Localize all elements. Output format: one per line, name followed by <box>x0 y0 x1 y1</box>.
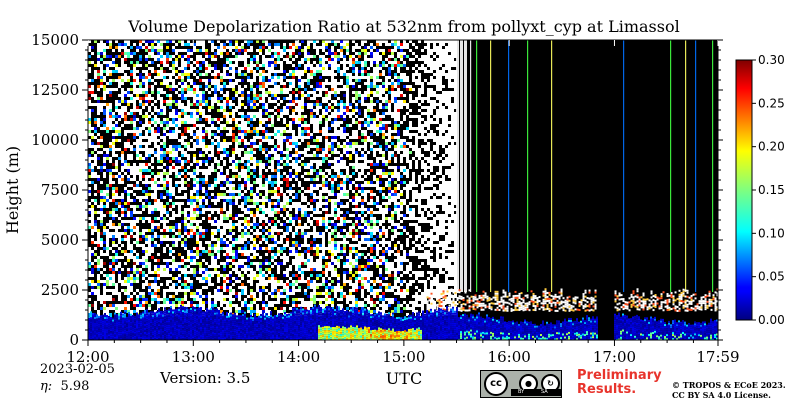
signal-streak <box>695 40 697 292</box>
preliminary-text: Preliminary <box>577 368 662 383</box>
copyright-notice: © TROPOS & ECoE 2023. CC BY SA 4.0 Licen… <box>672 380 786 400</box>
x-tick-label: 17:00 <box>593 348 636 366</box>
x-tick-label: 12:00 <box>66 348 109 366</box>
signal-streak <box>490 40 492 292</box>
signal-streak <box>456 40 459 292</box>
cc-icon: cc <box>484 372 508 396</box>
vertical-streaks <box>456 40 714 292</box>
colorbar-tick-label: 0.10 <box>758 226 785 240</box>
signal-streak <box>623 40 625 292</box>
signal-streak <box>476 40 478 292</box>
preliminary-notice: Preliminary Results. <box>577 369 662 397</box>
x-tick-label: 17:59 <box>696 348 739 366</box>
signal-streak <box>464 40 467 292</box>
y-tick-label: 15000 <box>31 31 79 49</box>
signal-streak <box>460 40 463 292</box>
signal-streak <box>685 40 687 292</box>
colorbar-gradient <box>735 59 753 321</box>
x-tick-label: 16:00 <box>488 348 531 366</box>
y-axis: 0 2500 5000 7500 10000 12500 15000 <box>31 31 723 349</box>
x-tick-label: 15:00 <box>382 348 425 366</box>
plot-area <box>88 40 718 340</box>
copyright-line-2: CC BY SA 4.0 License. <box>672 390 771 400</box>
signal-streak <box>670 40 672 292</box>
y-tick-label: 7500 <box>41 181 79 199</box>
boundary-layer <box>88 304 718 340</box>
sa-label: SA <box>541 389 548 395</box>
version-label: Version: 3.5 <box>160 369 251 387</box>
eta-value: 5.98 <box>60 379 90 394</box>
colorbar-tick-label: 0.00 <box>758 313 785 327</box>
noise-layer <box>88 40 457 316</box>
chart-title: Volume Depolarization Ratio at 532nm fro… <box>127 17 679 36</box>
by-label: BY <box>518 389 525 395</box>
signal-streak <box>470 40 472 292</box>
y-tick-label: 10000 <box>31 131 79 149</box>
colorbar: 0.00 0.05 0.10 0.15 0.20 0.25 0.30 <box>735 53 785 327</box>
y-axis-label: Height (m) <box>3 146 22 234</box>
signal-streak <box>527 40 529 292</box>
colorbar-ticks: 0.00 0.05 0.10 0.15 0.20 0.25 0.30 <box>752 53 785 327</box>
x-tick-label: 13:00 <box>172 348 215 366</box>
y-tick-label: 5000 <box>41 231 79 249</box>
x-axis: 12:00 13:00 14:00 15:00 16:00 17:00 17:59 <box>66 40 740 366</box>
y-tick-label: 2500 <box>41 281 79 299</box>
x-tick-label: 14:00 <box>277 348 320 366</box>
license-strip: BY SA <box>511 389 561 396</box>
signal-streak <box>551 40 553 292</box>
y-tick-label: 12500 <box>31 81 79 99</box>
y-tick-label: 0 <box>69 331 79 349</box>
cloud-layer <box>426 288 718 312</box>
colorbar-tick-label: 0.25 <box>758 96 785 110</box>
colorbar-tick-label: 0.05 <box>758 270 785 284</box>
eta-symbol: η: <box>40 379 53 394</box>
results-text: Results. <box>577 382 637 397</box>
signal-streak <box>712 40 714 292</box>
colorbar-tick-label: 0.30 <box>758 53 785 67</box>
cc-license-badge: cc ● ↻ BY SA <box>480 370 562 398</box>
eta-label: η: 5.98 <box>40 379 89 394</box>
colorbar-tick-label: 0.15 <box>758 183 785 197</box>
x-axis-label: UTC <box>386 369 422 388</box>
signal-streak <box>508 40 510 292</box>
copyright-line-1: © TROPOS & ECoE 2023. <box>672 380 786 390</box>
date-label: 2023-02-05 <box>40 362 115 377</box>
colorbar-tick-label: 0.20 <box>758 140 785 154</box>
